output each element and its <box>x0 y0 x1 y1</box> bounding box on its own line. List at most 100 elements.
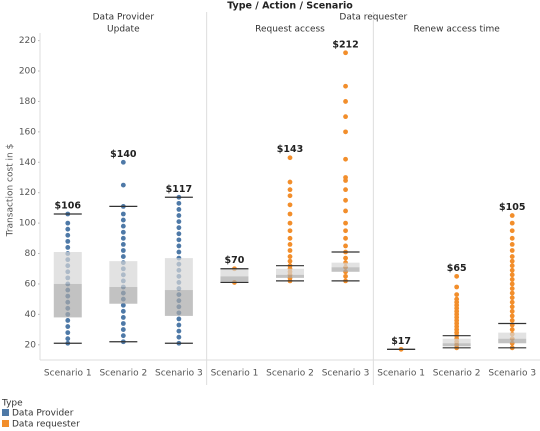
box-upper <box>442 338 471 344</box>
data-point <box>65 330 71 336</box>
max-label: $117 <box>166 184 192 195</box>
data-point <box>287 254 293 259</box>
data-point <box>343 235 348 241</box>
data-point <box>287 242 293 247</box>
max-label: $105 <box>499 202 525 213</box>
data-point <box>287 155 293 161</box>
max-label: $65 <box>447 263 467 274</box>
y-tick-label: 80 <box>25 249 37 259</box>
panel-header: Renew access time <box>413 25 500 35</box>
data-point <box>176 207 182 212</box>
group-header: Data Provider <box>93 13 155 23</box>
data-point <box>176 316 182 322</box>
data-point <box>65 336 71 342</box>
y-axis-label: Transaction cost in $ <box>6 144 16 238</box>
data-point <box>343 187 348 193</box>
data-point <box>509 318 515 323</box>
data-point <box>509 272 515 278</box>
data-point <box>120 211 126 217</box>
data-point <box>120 229 126 235</box>
box-upper <box>53 252 82 284</box>
y-tick-label: 220 <box>19 36 36 46</box>
y-tick-label: 20 <box>25 340 37 350</box>
data-point <box>287 202 293 208</box>
y-tick-label: 100 <box>19 219 36 229</box>
data-point <box>343 220 348 226</box>
data-point <box>509 286 515 291</box>
box-lower <box>276 274 304 278</box>
box-lower <box>53 283 82 318</box>
data-point <box>65 232 71 238</box>
data-point <box>509 248 515 253</box>
x-tick-label: Scenario 3 <box>322 369 370 379</box>
data-point <box>65 324 71 329</box>
data-point <box>176 219 182 224</box>
max-label: $143 <box>277 144 303 155</box>
data-point <box>343 114 348 120</box>
data-point <box>287 211 293 217</box>
data-point <box>120 217 126 223</box>
data-point <box>120 302 126 308</box>
data-point <box>343 99 348 104</box>
data-point <box>65 220 71 226</box>
data-point <box>509 220 515 226</box>
data-point <box>454 284 460 290</box>
max-label: $140 <box>110 149 137 160</box>
max-label: $17 <box>391 336 411 347</box>
chart-title: Type / Action / Scenario <box>227 1 353 12</box>
data-point <box>509 228 515 234</box>
data-point <box>509 299 515 305</box>
x-tick-label: Scenario 2 <box>433 369 481 379</box>
y-tick-label: 180 <box>19 97 36 107</box>
data-point <box>343 273 348 279</box>
x-tick-label: Scenario 1 <box>377 369 425 379</box>
y-tick-label: 60 <box>25 279 37 289</box>
y-tick-label: 40 <box>25 310 37 320</box>
box-lower <box>109 286 138 304</box>
data-point <box>120 327 126 332</box>
box-lower <box>331 267 360 272</box>
data-point <box>287 248 293 253</box>
y-tick-label: 140 <box>19 158 36 168</box>
data-point <box>509 281 515 287</box>
data-point <box>176 328 182 334</box>
data-point <box>176 243 182 249</box>
box-lower <box>220 276 249 283</box>
max-label: $212 <box>332 39 358 50</box>
data-point <box>509 213 515 218</box>
data-point <box>343 50 348 56</box>
data-point <box>176 213 182 218</box>
data-point <box>343 208 348 214</box>
data-point <box>509 304 515 310</box>
data-point <box>509 254 515 259</box>
box-upper <box>109 261 138 287</box>
legend-label: Data Provider <box>12 409 74 419</box>
data-point <box>176 322 182 328</box>
box-upper <box>276 268 304 275</box>
max-label: $106 <box>55 200 82 211</box>
x-tick-label: Scenario 1 <box>44 369 92 379</box>
legend-swatch <box>2 420 9 427</box>
box-lower <box>498 338 527 344</box>
data-point <box>343 129 348 135</box>
group-header: Data requester <box>339 13 407 23</box>
data-point <box>120 248 126 253</box>
data-point <box>120 333 126 339</box>
data-point <box>65 238 71 244</box>
x-tick-label: Scenario 2 <box>266 369 314 379</box>
data-point <box>343 156 348 162</box>
data-point <box>120 242 126 247</box>
panel-header: Update <box>107 25 140 35</box>
data-point <box>120 159 126 165</box>
data-point <box>343 197 348 203</box>
data-point <box>509 295 515 301</box>
data-point <box>509 263 515 269</box>
data-point <box>454 273 460 279</box>
data-point <box>176 249 182 255</box>
data-point <box>509 276 515 282</box>
box-upper <box>164 258 193 291</box>
data-point <box>287 187 293 193</box>
box-upper <box>331 262 360 268</box>
data-point <box>509 242 515 247</box>
